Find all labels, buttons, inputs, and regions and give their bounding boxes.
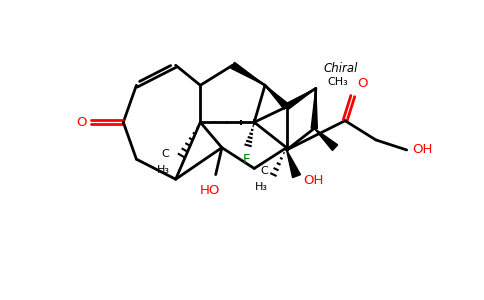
- Polygon shape: [285, 88, 316, 110]
- Polygon shape: [311, 88, 318, 128]
- Text: H₃: H₃: [255, 182, 268, 192]
- Text: H₃: H₃: [156, 165, 169, 176]
- Polygon shape: [287, 150, 301, 178]
- Text: HO: HO: [199, 184, 220, 197]
- Polygon shape: [231, 62, 265, 85]
- Text: C: C: [260, 166, 268, 176]
- Polygon shape: [265, 85, 289, 109]
- Text: C: C: [162, 149, 169, 159]
- Text: F: F: [243, 153, 250, 166]
- Text: CH₃: CH₃: [327, 77, 348, 87]
- Text: Chiral: Chiral: [323, 62, 358, 75]
- Text: O: O: [76, 116, 87, 129]
- Text: OH: OH: [303, 174, 324, 187]
- Text: O: O: [357, 77, 368, 90]
- Polygon shape: [314, 128, 338, 151]
- Text: OH: OH: [412, 143, 432, 157]
